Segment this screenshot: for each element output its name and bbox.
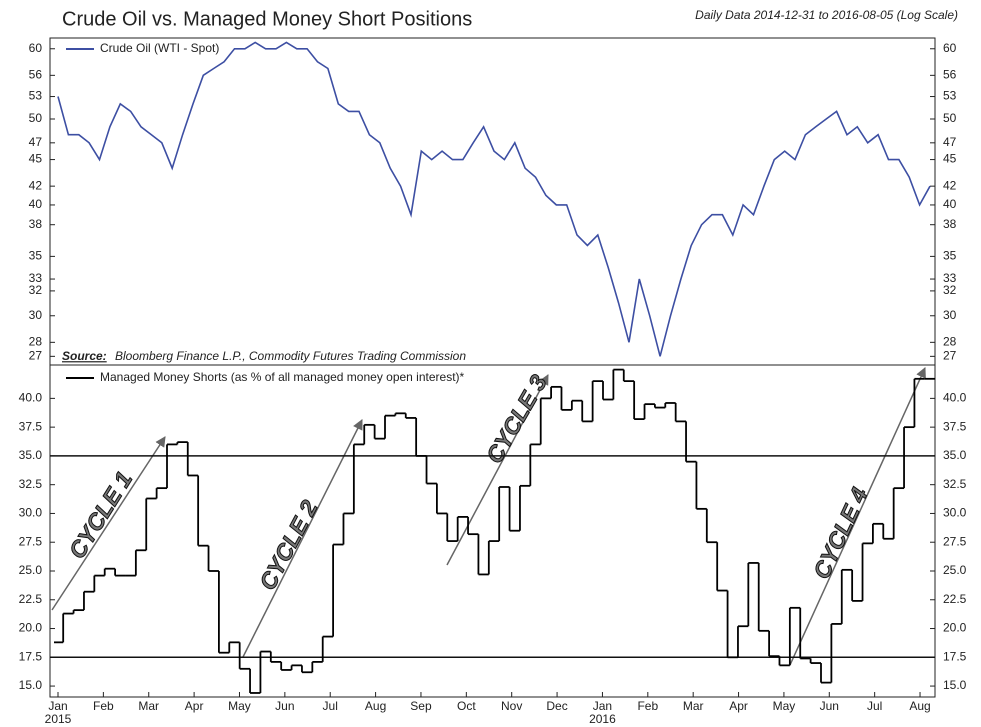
y-tick-label-right: 35.0 <box>943 448 967 462</box>
y-tick-label-right: 15.0 <box>943 678 967 692</box>
x-tick-label: Mar <box>138 699 159 713</box>
y-tick-label-right: 27.5 <box>943 534 967 548</box>
y-tick-label-right: 42 <box>943 178 957 192</box>
x-tick-label: Jun <box>275 699 294 713</box>
y-tick-label: 32 <box>29 283 43 297</box>
year-label: 2016 <box>589 712 616 726</box>
price-line <box>57 41 931 357</box>
y-tick-label-right: 28 <box>943 335 957 349</box>
x-tick-label: May <box>773 699 796 713</box>
x-tick-label: Nov <box>501 699 522 713</box>
y-tick-label-right: 22.5 <box>943 592 967 606</box>
y-tick-label-right: 56 <box>943 68 957 82</box>
y-tick-label: 56 <box>29 68 43 82</box>
cycle-arrows <box>51 367 926 666</box>
x-tick-label: Dec <box>546 699 567 713</box>
y-tick-label-right: 25.0 <box>943 563 967 577</box>
y-tick-label: 40 <box>29 197 43 211</box>
y-tick-label: 47 <box>29 135 43 149</box>
y-tick-label: 30 <box>29 308 43 322</box>
y-tick-label: 53 <box>29 89 43 103</box>
y-tick-label: 33 <box>29 271 43 285</box>
y-tick-label-right: 47 <box>943 135 957 149</box>
y-tick-label-right: 40 <box>943 197 957 211</box>
source-label: Source: <box>62 349 107 363</box>
y-tick-label-right: 37.5 <box>943 419 967 433</box>
y-tick-label: 15.0 <box>19 678 43 692</box>
plot-frame <box>49 37 936 698</box>
y-tick-label: 40.0 <box>19 391 43 405</box>
y-tick-label-right: 27 <box>943 349 957 363</box>
y-tick-label: 30.0 <box>19 506 43 520</box>
y-tick-label-right: 30 <box>943 308 957 322</box>
cycle-arrow <box>242 419 363 658</box>
y-tick-label-right: 33 <box>943 271 957 285</box>
x-tick-label: Feb <box>93 699 114 713</box>
y-tick-label-right: 60 <box>943 41 957 55</box>
y-tick-label: 45 <box>29 152 43 166</box>
y-tick-label: 50 <box>29 111 43 125</box>
cycle-arrow <box>789 367 926 666</box>
y-tick-label: 27 <box>29 349 43 363</box>
x-tick-label: Apr <box>185 699 204 713</box>
y-tick-label: 22.5 <box>19 592 43 606</box>
chart-title: Crude Oil vs. Managed Money Short Positi… <box>62 8 472 30</box>
x-tick-label: Oct <box>457 699 476 713</box>
y-tick-label-right: 20.0 <box>943 621 967 635</box>
y-tick-label-right: 32.5 <box>943 477 967 491</box>
y-tick-label: 35.0 <box>19 448 43 462</box>
y-tick-label-right: 17.5 <box>943 649 967 663</box>
y-tick-label-right: 30.0 <box>943 506 967 520</box>
y-tick-label-right: 38 <box>943 217 957 231</box>
x-tick-label: Jun <box>820 699 839 713</box>
y-tick-label-right: 35 <box>943 249 957 263</box>
y-tick-label: 25.0 <box>19 563 43 577</box>
x-tick-label: Jan <box>48 699 67 713</box>
y-tick-label: 28 <box>29 335 43 349</box>
x-tick-label: Jan <box>593 699 612 713</box>
x-tick-label: Jul <box>323 699 338 713</box>
y-tick-label: 20.0 <box>19 621 43 635</box>
chart-subtitle: Daily Data 2014-12-31 to 2016-08-05 (Log… <box>695 8 958 22</box>
y-tick-label: 37.5 <box>19 419 43 433</box>
x-tick-label: Apr <box>729 699 748 713</box>
y-tick-label-right: 45 <box>943 152 957 166</box>
x-tick-label: Feb <box>637 699 658 713</box>
y-tick-label-right: 32 <box>943 283 957 297</box>
y-tick-label-right: 50 <box>943 111 957 125</box>
y-tick-label: 38 <box>29 217 43 231</box>
y-tick-label-right: 53 <box>943 89 957 103</box>
y-tick-label: 42 <box>29 178 43 192</box>
x-tick-label: Mar <box>683 699 704 713</box>
cycle-label: CYCLE 1 <box>64 467 138 563</box>
legend-label: Crude Oil (WTI - Spot) <box>100 41 219 55</box>
y-tick-label: 32.5 <box>19 477 43 491</box>
x-tick-label: Aug <box>909 699 930 713</box>
y-tick-label: 27.5 <box>19 534 43 548</box>
legend-label: Managed Money Shorts (as % of all manage… <box>100 370 465 384</box>
x-tick-label: Sep <box>410 699 432 713</box>
source-text: Bloomberg Finance L.P., Commodity Future… <box>115 349 466 363</box>
x-tick-label: Aug <box>365 699 386 713</box>
x-tick-label: Jul <box>867 699 882 713</box>
cycle-label: CYCLE 2 <box>254 496 323 594</box>
cycle-arrow <box>446 374 549 566</box>
year-label: 2015 <box>45 712 72 726</box>
y-tick-label: 35 <box>29 249 43 263</box>
y-tick-label: 17.5 <box>19 649 43 663</box>
cycle-arrow <box>51 436 166 611</box>
x-tick-label: May <box>228 699 251 713</box>
y-tick-label-right: 40.0 <box>943 391 967 405</box>
y-tick-label: 60 <box>29 41 43 55</box>
